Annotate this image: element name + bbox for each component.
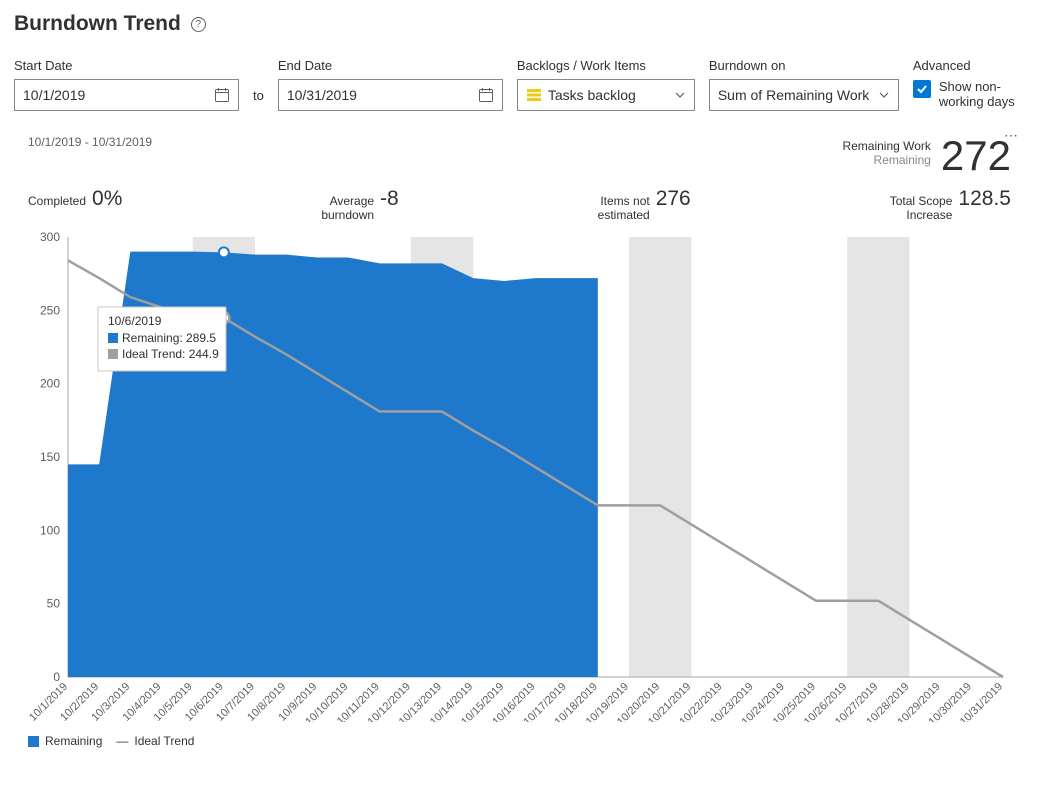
completed-label: Completed xyxy=(28,194,86,208)
end-date-input[interactable]: 10/31/2019 xyxy=(278,79,503,111)
stats-row: Completed 0% Average burndown -8 Items n… xyxy=(14,177,1025,228)
page-title: Burndown Trend xyxy=(14,12,181,36)
chevron-down-icon xyxy=(878,89,890,101)
start-date-input[interactable]: 10/1/2019 xyxy=(14,79,239,111)
legend-ideal-dash: — xyxy=(116,734,128,748)
burndown-on-label: Burndown on xyxy=(709,58,899,73)
avg-burndown-label: Average burndown xyxy=(321,194,374,222)
calendar-icon xyxy=(478,87,494,103)
svg-text:Remaining: 289.5: Remaining: 289.5 xyxy=(122,331,216,345)
end-date-label: End Date xyxy=(278,58,503,73)
show-nonworking-label: Show non-working days xyxy=(939,79,1019,109)
more-options-icon[interactable]: ⋯ xyxy=(1004,127,1019,144)
help-icon[interactable]: ? xyxy=(191,17,206,32)
burndown-chart[interactable]: 05010015020025030010/1/201910/2/201910/3… xyxy=(28,232,1013,722)
remaining-sub-label: Remaining xyxy=(842,153,930,167)
remaining-work-block: Remaining Work Remaining 272 xyxy=(842,135,1011,177)
legend-ideal-label: Ideal Trend xyxy=(134,734,194,748)
svg-text:50: 50 xyxy=(47,597,61,611)
backlogs-value: Tasks backlog xyxy=(548,87,636,103)
remaining-work-label: Remaining Work xyxy=(842,139,930,153)
remaining-value: 272 xyxy=(941,135,1011,177)
to-text: to xyxy=(253,88,264,111)
burndown-on-select[interactable]: Sum of Remaining Work xyxy=(709,79,899,111)
show-nonworking-checkbox[interactable] xyxy=(913,80,931,98)
items-not-est-label: Items not estimated xyxy=(598,194,650,222)
svg-text:250: 250 xyxy=(40,303,60,317)
svg-text:150: 150 xyxy=(40,450,60,464)
legend-remaining-label: Remaining xyxy=(45,734,102,748)
date-range: 10/1/2019 - 10/31/2019 xyxy=(28,135,152,177)
scope-increase-value: 128.5 xyxy=(958,187,1011,211)
backlogs-select[interactable]: Tasks backlog xyxy=(517,79,695,111)
avg-burndown-value: -8 xyxy=(380,187,399,211)
items-not-est-value: 276 xyxy=(656,187,691,211)
chart-card: ⋯ 10/1/2019 - 10/31/2019 Remaining Work … xyxy=(14,125,1025,748)
svg-text:200: 200 xyxy=(40,377,60,391)
svg-text:10/6/2019: 10/6/2019 xyxy=(108,314,162,328)
completed-value: 0% xyxy=(92,187,122,211)
calendar-icon xyxy=(214,87,230,103)
svg-text:100: 100 xyxy=(40,523,60,537)
advanced-label: Advanced xyxy=(913,58,1019,73)
controls-row: Start Date 10/1/2019 to End Date 10/31/2… xyxy=(14,58,1025,111)
backlogs-label: Backlogs / Work Items xyxy=(517,58,695,73)
start-date-value: 10/1/2019 xyxy=(23,87,85,103)
svg-text:300: 300 xyxy=(40,232,60,244)
tasks-backlog-icon xyxy=(526,87,542,103)
end-date-value: 10/31/2019 xyxy=(287,87,357,103)
start-date-label: Start Date xyxy=(14,58,239,73)
chevron-down-icon xyxy=(674,89,686,101)
legend-remaining-swatch xyxy=(28,736,39,747)
burndown-on-value: Sum of Remaining Work xyxy=(718,87,869,103)
chart-legend: Remaining — Ideal Trend xyxy=(14,728,1025,748)
svg-text:Ideal Trend: 244.9: Ideal Trend: 244.9 xyxy=(122,347,219,361)
scope-increase-label: Total Scope Increase xyxy=(890,194,953,222)
